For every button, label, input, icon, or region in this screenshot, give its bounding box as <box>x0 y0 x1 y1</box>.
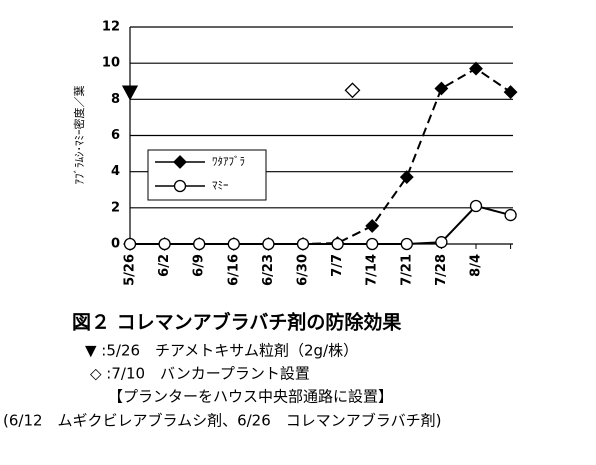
marker <box>296 237 310 251</box>
marker <box>399 170 414 185</box>
y-axis-label: ｱﾌﾞﾗﾑｼ･ﾏﾐｰ密度／葉 <box>72 86 86 185</box>
marker <box>504 208 517 222</box>
y-tick-label: 2 <box>111 200 120 215</box>
x-tick-label: 6/9 <box>192 254 207 277</box>
marker <box>158 237 171 251</box>
marker <box>227 237 240 251</box>
marker <box>469 199 483 213</box>
marker <box>366 237 379 251</box>
legend-label: ﾜﾀｱﾌﾞﾗ <box>212 155 245 168</box>
marker <box>123 237 137 251</box>
marker <box>400 237 413 251</box>
marker <box>435 236 448 249</box>
x-tick-label: 7/28 <box>434 254 449 286</box>
series-line <box>130 204 511 245</box>
legend-label: ﾏﾐｰ <box>212 179 229 192</box>
marker <box>344 82 361 99</box>
x-tick-label: 8/4 <box>469 254 484 277</box>
caption-line: ▼ :5/26 チアメトキサム粒剤（2g/株） <box>85 342 358 360</box>
marker <box>121 85 139 101</box>
y-tick-label: 0 <box>111 237 120 252</box>
x-tick-label: 6/30 <box>296 254 311 286</box>
y-tick-label: 6 <box>111 128 120 143</box>
x-tick-label: 6/2 <box>157 254 172 277</box>
marker <box>262 237 275 251</box>
marker <box>331 237 344 251</box>
legend-box <box>147 149 267 201</box>
x-tick-label: 7/7 <box>330 254 345 277</box>
caption-line: 【プランターをハウス中央部通路に設置】 <box>108 388 393 406</box>
x-tick-label: 5/26 <box>123 254 138 286</box>
y-tick-label: 4 <box>111 164 120 179</box>
y-tick-label: 8 <box>111 92 120 107</box>
x-tick-label: 7/14 <box>365 254 380 286</box>
caption-title: 図２ コレマンアブラバチ剤の防除効果 <box>72 311 401 334</box>
x-tick-label: 7/21 <box>399 254 414 286</box>
marker <box>503 85 518 100</box>
y-tick-label: 12 <box>102 20 120 35</box>
marker <box>434 81 449 96</box>
marker <box>193 237 206 251</box>
legend-marker <box>173 155 187 169</box>
y-tick-label: 10 <box>102 56 120 71</box>
caption-line: ◇ :7/10 バンカープラント設置 <box>90 365 310 383</box>
x-tick-label: 6/23 <box>261 254 276 286</box>
caption-line: (6/12 ムギクビレアブラムシ剤、6/26 コレマンアブラバチ剤) <box>3 412 441 430</box>
marker <box>365 218 380 233</box>
legend-marker <box>173 179 187 193</box>
x-tick-label: 6/16 <box>226 254 241 286</box>
marker <box>469 61 483 76</box>
